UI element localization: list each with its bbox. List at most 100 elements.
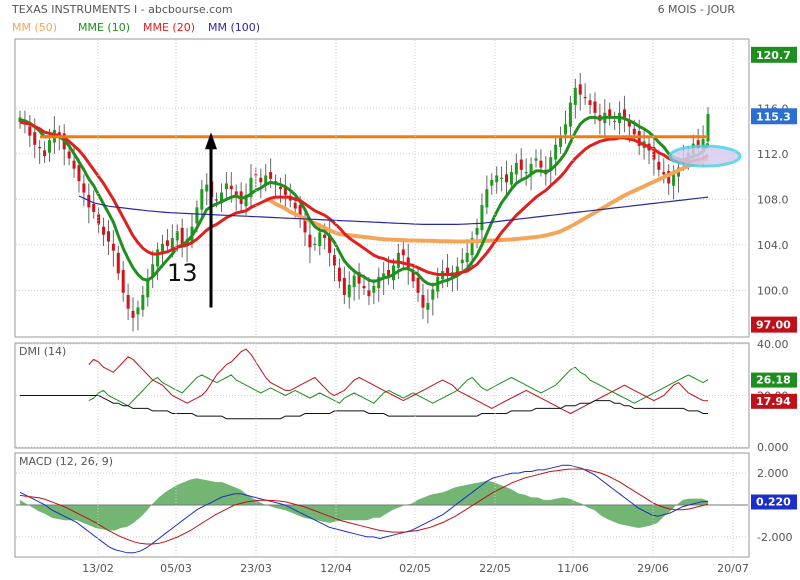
- candle-body: [401, 249, 405, 256]
- annotation-label: 13: [167, 259, 198, 287]
- candle-body: [126, 295, 130, 309]
- candle-body: [224, 183, 228, 190]
- x-tick-label: 05/03: [160, 562, 192, 575]
- candle-body: [465, 252, 469, 262]
- candle-body: [357, 272, 361, 284]
- macd-tick-label: -2.000: [757, 531, 792, 544]
- ma-line-mm-50: [265, 157, 709, 244]
- candle-body: [200, 189, 204, 210]
- candle-body: [500, 177, 504, 179]
- candle-body: [622, 109, 626, 119]
- candle-body: [121, 269, 125, 293]
- candle-body: [613, 120, 617, 123]
- candle-body: [136, 307, 140, 315]
- candle-body: [303, 218, 307, 233]
- candle-body: [480, 205, 484, 231]
- candle-body: [534, 158, 538, 161]
- candle-body: [559, 137, 563, 148]
- candle-body: [529, 164, 533, 175]
- period-label: 6 MOIS - JOUR: [658, 3, 736, 16]
- candle-body: [111, 243, 115, 251]
- candle-body: [706, 114, 710, 142]
- candle-body: [175, 231, 179, 241]
- x-tick-label: 23/03: [240, 562, 272, 575]
- candle-body: [151, 264, 155, 277]
- x-tick-label: 11/06: [557, 562, 589, 575]
- candle-body: [505, 174, 509, 183]
- candle-body: [318, 232, 322, 247]
- candle-body: [519, 159, 523, 170]
- dmi-line-di: [88, 366, 709, 407]
- candle-body: [352, 275, 356, 288]
- candle-body: [455, 266, 459, 275]
- candle-body: [593, 101, 597, 113]
- candle-body: [67, 151, 71, 159]
- candle-body: [377, 276, 381, 289]
- macd-title: MACD (12, 26, 9): [19, 455, 113, 468]
- x-axis: 13/02 05/03 23/03 12/04 02/05 22/05 11/06 29/06…: [82, 40, 749, 575]
- dmi-panel-frame: [14, 342, 750, 449]
- candle-body: [554, 144, 558, 160]
- candle-body: [33, 132, 37, 145]
- dmi-badge-bg: [751, 372, 797, 388]
- candle-body: [293, 202, 297, 209]
- dmi-line-di: [88, 348, 709, 415]
- candle-body: [234, 191, 238, 195]
- candle-body: [219, 192, 223, 203]
- candle-body: [411, 271, 415, 282]
- candle-body: [215, 199, 219, 201]
- arrow-head: [205, 132, 217, 150]
- candle-body: [495, 175, 499, 183]
- candle-body: [333, 255, 337, 266]
- candle-body: [244, 194, 248, 207]
- candle-body: [313, 243, 317, 245]
- candle-body: [249, 177, 253, 198]
- macd-tick-label: 2.000: [757, 467, 789, 480]
- candle-body: [161, 243, 165, 252]
- candle-body: [328, 234, 332, 253]
- candle-body: [485, 189, 489, 208]
- price-annotations: [40, 132, 742, 308]
- candle-body: [657, 161, 661, 170]
- candle-body: [490, 180, 494, 186]
- candle-body: [43, 150, 47, 157]
- candlesticks: [18, 73, 710, 332]
- candle-body: [637, 131, 641, 146]
- x-tick-label: 20/07: [717, 562, 749, 575]
- x-tick-label: 02/05: [399, 562, 431, 575]
- candle-body: [426, 302, 430, 310]
- dmi-line-adx: [88, 395, 708, 420]
- candle-body: [652, 147, 656, 160]
- candle-body: [549, 157, 553, 171]
- highlight-ellipse: [668, 144, 742, 168]
- candle-body: [696, 140, 700, 149]
- candle-body: [509, 172, 513, 185]
- macd-badge: 0.220: [756, 495, 791, 508]
- candle-body: [539, 160, 543, 168]
- candle-body: [102, 226, 106, 235]
- candle-body: [308, 234, 312, 248]
- candle-body: [269, 172, 273, 179]
- candle-body: [141, 295, 145, 310]
- price-tick-label: 104.0: [757, 239, 789, 252]
- candle-body: [568, 102, 572, 127]
- candle-body: [131, 310, 135, 318]
- candle-body: [229, 185, 233, 190]
- candle-body: [195, 207, 199, 224]
- price-tick-label: 108.0: [757, 193, 789, 206]
- candle-body: [28, 126, 32, 136]
- price-grid: [16, 107, 748, 291]
- chart-title: TEXAS INSTRUMENTS I - abcbourse.com: [11, 3, 233, 16]
- macd-badge-bg: [751, 494, 797, 510]
- dmi-tick-label: 0.000: [757, 441, 789, 454]
- candle-body: [97, 214, 101, 225]
- candle-body: [583, 96, 587, 99]
- ma-line-mme-10: [19, 115, 710, 287]
- dmi-tick-label: 40.00: [757, 338, 789, 351]
- candle-body: [667, 170, 671, 184]
- candle-body: [608, 109, 612, 119]
- macd-line: [19, 464, 709, 554]
- candle-body: [92, 203, 96, 212]
